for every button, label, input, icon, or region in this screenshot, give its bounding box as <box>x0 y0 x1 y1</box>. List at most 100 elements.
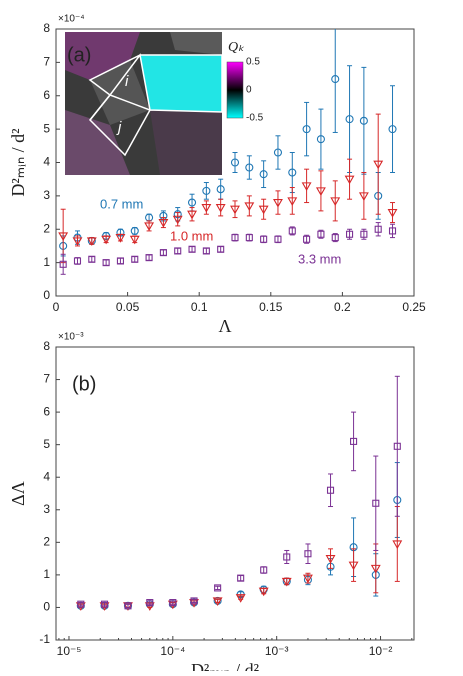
x-tick-label: 10⁻³ <box>265 644 289 658</box>
inset-label: i <box>125 73 129 90</box>
marker <box>393 442 401 450</box>
y-tick-label: 1 <box>43 255 50 269</box>
data-layer <box>58 29 398 275</box>
series-label: 1.0 mm <box>170 228 213 243</box>
marker <box>330 197 341 206</box>
marker <box>146 599 154 607</box>
data-layer <box>75 375 403 611</box>
marker <box>345 115 354 124</box>
colorbar-title: Qₖ <box>228 40 245 55</box>
marker <box>302 125 311 134</box>
marker <box>237 574 245 582</box>
x-tick-label: 10⁻⁵ <box>57 644 82 658</box>
y-tick-label: 8 <box>43 21 50 35</box>
plot-frame <box>55 346 415 641</box>
marker <box>58 232 69 242</box>
marker <box>88 255 96 263</box>
panel-label: (a) <box>67 44 91 66</box>
marker <box>202 186 211 195</box>
marker <box>388 125 397 134</box>
marker <box>331 75 340 84</box>
y-tick-label: 6 <box>43 88 50 102</box>
series-label: 0.7 mm <box>100 196 143 211</box>
marker <box>260 235 268 243</box>
panel-label: (b) <box>72 373 96 395</box>
marker <box>212 597 223 607</box>
y-tick-label: 3 <box>43 188 50 202</box>
marker <box>260 566 268 574</box>
y-axis-label: ΔΛ <box>8 481 28 506</box>
colorbar-tick-label: 0 <box>246 85 252 96</box>
marker <box>301 182 312 191</box>
marker <box>169 599 177 607</box>
marker <box>172 215 183 225</box>
marker <box>274 235 282 243</box>
series-label: 3.3 mm <box>298 251 341 266</box>
marker <box>235 594 246 603</box>
marker <box>244 202 255 211</box>
marker <box>230 158 240 167</box>
marker <box>388 227 397 235</box>
x-tick-label: 10⁻² <box>369 644 393 658</box>
marker <box>370 564 381 574</box>
marker <box>230 205 240 215</box>
marker <box>174 247 182 255</box>
marker <box>159 249 167 257</box>
marker <box>259 170 268 179</box>
marker <box>116 257 124 265</box>
x-tick-label: 0.25 <box>402 300 426 314</box>
marker <box>304 550 312 558</box>
y-tick-label: 4 <box>43 469 50 483</box>
marker <box>387 209 398 218</box>
marker <box>331 234 339 242</box>
marker <box>73 257 82 265</box>
marker <box>350 437 358 445</box>
marker <box>392 540 403 550</box>
inset-label: j <box>116 119 122 136</box>
marker <box>258 205 269 215</box>
y-tick-label: 7 <box>43 372 50 386</box>
marker <box>374 225 382 233</box>
marker <box>187 198 197 207</box>
marker <box>344 175 355 185</box>
marker <box>124 602 132 610</box>
marker <box>358 192 369 201</box>
colorbar-tick-label: 0.5 <box>246 57 260 68</box>
marker <box>360 230 368 238</box>
marker <box>288 168 297 177</box>
multiplier: ×10⁻⁴ <box>58 14 85 25</box>
marker <box>102 259 110 267</box>
x-tick-label: 0 <box>53 300 60 314</box>
y-tick-label: 3 <box>43 502 50 516</box>
marker <box>129 235 140 245</box>
marker <box>273 199 283 208</box>
marker <box>158 219 169 228</box>
marker <box>216 185 225 194</box>
marker <box>283 553 291 561</box>
marker <box>258 587 269 597</box>
x-axis-label: D²ₘᵢₙ / d² <box>191 660 259 671</box>
x-tick-label: 0.15 <box>259 300 283 314</box>
marker <box>214 584 222 592</box>
marker <box>217 245 225 253</box>
marker <box>325 555 336 564</box>
marker <box>72 237 83 247</box>
marker <box>372 499 380 507</box>
y-tick-label: 0 <box>43 288 50 302</box>
y-tick-label: 5 <box>43 437 50 451</box>
marker <box>288 227 296 235</box>
marker <box>59 260 67 268</box>
marker <box>188 245 196 253</box>
marker <box>245 163 254 172</box>
x-tick-label: 0.05 <box>116 300 140 314</box>
marker <box>245 234 253 242</box>
x-tick-label: 0.2 <box>334 300 351 314</box>
y-tick-label: 2 <box>43 535 50 549</box>
marker <box>101 235 112 245</box>
marker <box>131 255 139 263</box>
y-tick-label: 5 <box>43 121 50 135</box>
marker <box>144 222 155 232</box>
marker <box>190 597 198 605</box>
marker <box>316 135 325 144</box>
